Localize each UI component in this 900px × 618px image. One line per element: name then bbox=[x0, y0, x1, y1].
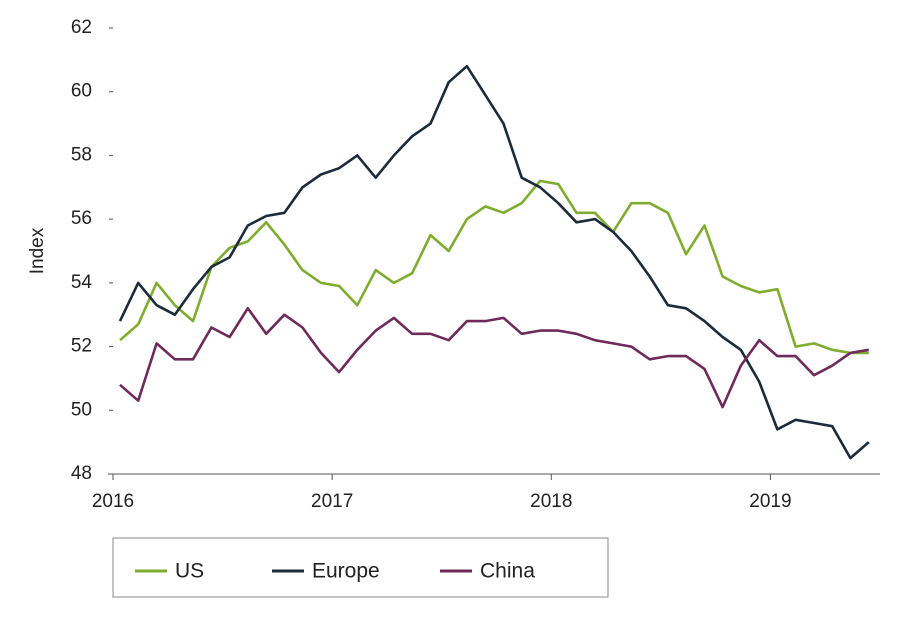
y-tick-label: 60 bbox=[71, 81, 92, 102]
x-tick-label: 2017 bbox=[311, 491, 353, 512]
x-tick-label: 2016 bbox=[92, 491, 134, 512]
y-tick-label: 56 bbox=[71, 208, 92, 229]
y-tick-label: 48 bbox=[71, 463, 92, 484]
legend-label: US bbox=[175, 560, 204, 583]
y-axis-label: Index bbox=[27, 227, 48, 274]
x-tick-label: 2019 bbox=[749, 491, 791, 512]
legend-label: Europe bbox=[312, 560, 380, 583]
series-line bbox=[119, 179, 869, 355]
y-tick-label: 52 bbox=[71, 336, 92, 357]
series-line bbox=[118, 64, 870, 460]
y-tick-label: 54 bbox=[71, 272, 93, 293]
y-tick-label: 62 bbox=[71, 17, 92, 38]
y-tick-label: 58 bbox=[71, 144, 92, 165]
series-line bbox=[119, 306, 870, 409]
legend-box bbox=[112, 537, 609, 598]
x-tick-label: 2018 bbox=[530, 491, 572, 512]
legend-label: China bbox=[480, 560, 535, 583]
y-tick-label: 50 bbox=[71, 399, 92, 420]
